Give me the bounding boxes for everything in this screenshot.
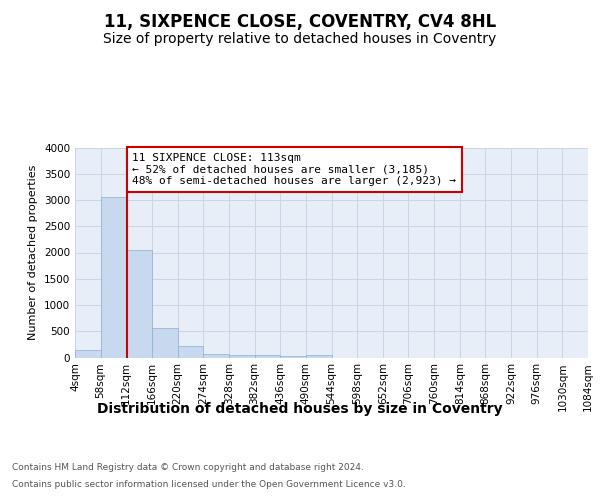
Text: 11 SIXPENCE CLOSE: 113sqm
← 52% of detached houses are smaller (3,185)
48% of se: 11 SIXPENCE CLOSE: 113sqm ← 52% of detac…: [133, 153, 457, 186]
Bar: [127, 250, 152, 358]
Bar: [203, 354, 229, 358]
Bar: [178, 346, 203, 358]
Text: Contains public sector information licensed under the Open Government Licence v3: Contains public sector information licen…: [12, 480, 406, 489]
Bar: [75, 350, 101, 358]
Bar: [306, 355, 331, 358]
Text: Contains HM Land Registry data © Crown copyright and database right 2024.: Contains HM Land Registry data © Crown c…: [12, 464, 364, 472]
Text: Size of property relative to detached houses in Coventry: Size of property relative to detached ho…: [103, 32, 497, 46]
Bar: [229, 354, 254, 358]
Bar: [152, 328, 178, 358]
Text: 11, SIXPENCE CLOSE, COVENTRY, CV4 8HL: 11, SIXPENCE CLOSE, COVENTRY, CV4 8HL: [104, 12, 496, 30]
Bar: [101, 198, 127, 358]
Text: Distribution of detached houses by size in Coventry: Distribution of detached houses by size …: [97, 402, 503, 416]
Y-axis label: Number of detached properties: Number of detached properties: [28, 165, 38, 340]
Bar: [280, 356, 306, 358]
Bar: [254, 355, 280, 358]
